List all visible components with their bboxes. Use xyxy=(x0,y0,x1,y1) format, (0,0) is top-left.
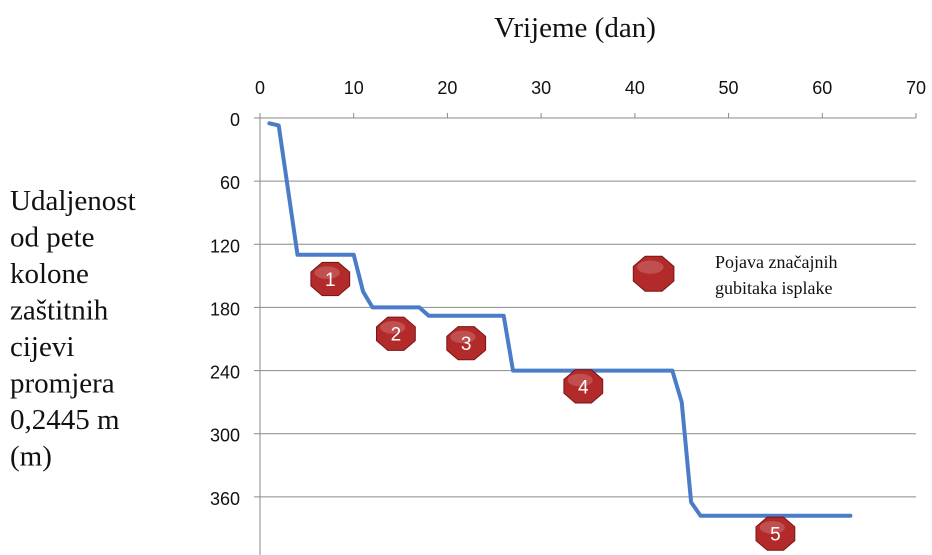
marker-highlight xyxy=(380,321,406,334)
loss-marker-label: 4 xyxy=(578,377,589,398)
series xyxy=(267,121,853,518)
y-tick-label: 360 xyxy=(210,489,240,509)
x-ticks: 0 10 20 30 40 50 60 70 xyxy=(255,78,926,98)
y-axis-title-line: Udaljenost xyxy=(10,185,136,217)
marker-highlight xyxy=(567,373,593,387)
loss-marker-3: 3 xyxy=(446,326,487,361)
y-tick-label: 120 xyxy=(210,236,240,256)
octagon-marker xyxy=(376,316,416,351)
x-tick-label: 50 xyxy=(719,78,739,98)
x-tick-label: 40 xyxy=(625,78,645,98)
x-tick-label: 30 xyxy=(531,78,551,98)
grid xyxy=(254,113,917,555)
legend-text: Pojava značajnih xyxy=(715,252,837,272)
depth-line xyxy=(267,121,853,518)
marker-highlight xyxy=(450,330,476,344)
x-tick-label: 60 xyxy=(812,78,832,98)
octagon-marker xyxy=(632,255,675,292)
x-tick-label: 10 xyxy=(344,78,364,98)
y-tick-label: 300 xyxy=(210,426,240,446)
y-axis-title-line: 0,2445 m xyxy=(10,404,120,436)
octagon-marker xyxy=(310,261,351,297)
loss-marker-2: 2 xyxy=(376,316,416,351)
loss-marker-5: 5 xyxy=(755,516,796,551)
legend-marker xyxy=(632,255,675,292)
y-ticks: 0 60 120 180 240 300 360 420 xyxy=(210,110,240,555)
y-axis-title-line: od pete xyxy=(10,222,95,254)
legend: Pojava značajnih gubitaka isplake xyxy=(632,252,837,298)
loss-marker-4: 4 xyxy=(563,369,604,404)
loss-marker-label: 1 xyxy=(325,270,336,291)
y-tick-label: 180 xyxy=(210,299,240,319)
y-tick-label: 240 xyxy=(210,363,240,383)
y-axis-title-line: kolone xyxy=(10,258,89,290)
loss-marker-label: 2 xyxy=(391,325,402,346)
y-axis-title-line: zaštitnih xyxy=(10,295,109,327)
marker-highlight xyxy=(759,521,785,534)
y-tick-label: 420 xyxy=(210,552,240,555)
y-tick-label: 0 xyxy=(230,110,240,130)
y-tick-label: 60 xyxy=(220,173,240,193)
x-tick-label: 0 xyxy=(255,78,265,98)
loss-marker-1: 1 xyxy=(310,261,351,297)
y-axis-title-line: (m) xyxy=(10,441,52,473)
x-axis-title: Vrijeme (dan) xyxy=(494,12,656,44)
y-axis-title: Udaljenost od pete kolone zaštitnih cijevi pr… xyxy=(10,185,136,473)
loss-marker-label: 3 xyxy=(461,334,472,355)
legend-text: gubitaka isplake xyxy=(715,278,832,298)
loss-markers: 1 2 3 4 5 xyxy=(310,261,796,551)
x-tick-label: 70 xyxy=(906,78,926,98)
octagon-marker xyxy=(446,326,487,361)
octagon-marker xyxy=(755,516,796,551)
y-axis-title-line: cijevi xyxy=(10,331,74,363)
x-tick-label: 20 xyxy=(437,78,457,98)
y-axis-title-line: promjera xyxy=(10,368,115,400)
marker-highlight xyxy=(314,266,340,280)
loss-marker-label: 5 xyxy=(770,525,781,546)
octagon-marker xyxy=(563,369,604,404)
marker-highlight xyxy=(637,260,664,274)
